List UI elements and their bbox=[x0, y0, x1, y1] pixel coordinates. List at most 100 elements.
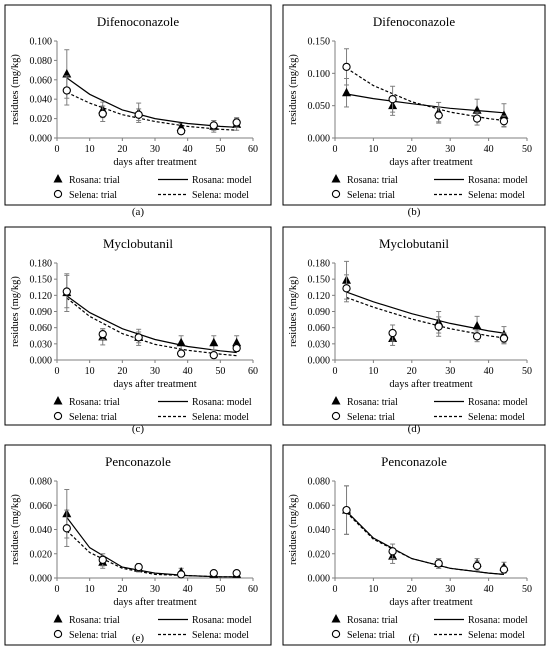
model-line-selena bbox=[346, 67, 505, 122]
legend-rosana-model: Rosana: model bbox=[192, 615, 252, 626]
chart-panel-b: Difenoconazole 0.000 0.050 0.100 0.150 0 10 20 3… bbox=[282, 4, 546, 206]
data-point-circle bbox=[331, 189, 341, 199]
data-point-triangle bbox=[209, 337, 219, 347]
y-tick-label: 0.080 bbox=[30, 56, 53, 67]
x-tick-label: 10 bbox=[85, 366, 95, 377]
legend-selena-trial: Selena: trial bbox=[347, 190, 395, 201]
data-point-circle bbox=[499, 565, 509, 574]
legend-rosana-model: Rosana: model bbox=[468, 397, 528, 408]
chart-panel-c: Myclobutanil 0.000 0.030 0.060 0.090 0.120 0.1… bbox=[4, 226, 272, 426]
legend-rosana-trial: Rosana: trial bbox=[69, 175, 120, 186]
y-tick-label: 0.030 bbox=[30, 339, 53, 350]
y-tick-label: 0.000 bbox=[30, 134, 53, 145]
data-point-circle bbox=[53, 411, 63, 421]
y-axis-label: residues (mg/kg) bbox=[10, 54, 21, 125]
x-tick-label: 10 bbox=[368, 584, 378, 595]
x-axis-label: days after treatment bbox=[113, 379, 196, 390]
data-point-circle bbox=[176, 570, 186, 579]
x-axis-label: days after treatment bbox=[389, 157, 472, 168]
data-point-circle bbox=[98, 329, 107, 339]
x-axis-label: days after treatment bbox=[389, 597, 472, 608]
y-tick-label: 0.000 bbox=[30, 574, 53, 585]
x-tick-label: 40 bbox=[484, 144, 494, 155]
x-tick-label: 20 bbox=[407, 584, 417, 595]
x-tick-label: 20 bbox=[117, 144, 127, 155]
data-point-triangle bbox=[176, 337, 186, 347]
data-point-triangle bbox=[331, 614, 341, 623]
legend-rosana-model: Rosana: model bbox=[192, 175, 252, 186]
x-tick-label: 50 bbox=[215, 144, 225, 155]
chart-title: Penconazole bbox=[381, 454, 447, 469]
y-tick-label: 0.090 bbox=[308, 307, 331, 318]
y-tick-label: 0.040 bbox=[308, 525, 331, 536]
x-tick-label: 30 bbox=[150, 366, 160, 377]
model-line-selena bbox=[66, 530, 237, 578]
x-axis-label: days after treatment bbox=[113, 157, 196, 168]
x-tick-label: 0 bbox=[333, 144, 338, 155]
data-point-circle bbox=[98, 555, 107, 564]
y-tick-label: 0.040 bbox=[30, 95, 53, 106]
x-tick-label: 0 bbox=[333, 584, 338, 595]
data-point-circle bbox=[176, 127, 186, 136]
x-tick-label: 30 bbox=[445, 584, 455, 595]
model-line-rosana bbox=[346, 93, 505, 114]
legend-selena-trial: Selena: trial bbox=[69, 190, 117, 201]
x-tick-label: 30 bbox=[150, 144, 160, 155]
legend-rosana-trial: Rosana: trial bbox=[69, 615, 120, 626]
x-tick-label: 60 bbox=[248, 144, 258, 155]
y-axis-label: residues (mg/kg) bbox=[10, 494, 21, 565]
x-tick-label: 0 bbox=[55, 366, 60, 377]
legend-rosana-trial: Rosana: trial bbox=[347, 397, 398, 408]
panel-frame bbox=[282, 4, 546, 206]
data-point-circle bbox=[342, 284, 351, 293]
data-point-triangle bbox=[53, 174, 63, 183]
data-point-circle bbox=[388, 95, 397, 104]
legend-rosana-model: Rosana: model bbox=[468, 175, 528, 186]
data-point-circle bbox=[388, 547, 397, 556]
data-point-triangle bbox=[472, 321, 482, 330]
chart-title: Difenoconazole bbox=[97, 14, 180, 29]
x-tick-label: 30 bbox=[445, 144, 455, 155]
y-tick-label: 0.100 bbox=[308, 69, 331, 80]
y-axis-label: residues (mg/kg) bbox=[288, 276, 299, 347]
data-point-circle bbox=[499, 117, 509, 126]
model-line-selena bbox=[346, 512, 505, 575]
panel-frame bbox=[282, 444, 546, 646]
data-point-circle bbox=[331, 629, 341, 639]
y-tick-label: 0.060 bbox=[308, 501, 331, 512]
legend-selena-model: Selena: model bbox=[468, 630, 525, 641]
data-point-circle bbox=[342, 505, 351, 515]
data-point-triangle bbox=[331, 396, 341, 405]
model-line-rosana bbox=[66, 77, 237, 128]
legend-selena-trial: Selena: trial bbox=[347, 412, 395, 423]
data-point-circle bbox=[232, 569, 241, 578]
data-point-circle bbox=[472, 114, 482, 123]
y-tick-label: 0.030 bbox=[308, 339, 331, 350]
chart-title: Myclobutanil bbox=[103, 236, 173, 251]
data-point-circle bbox=[434, 559, 443, 568]
legend-selena-model: Selena: model bbox=[468, 412, 525, 423]
data-point-triangle bbox=[499, 110, 509, 119]
legend-rosana-trial: Rosana: trial bbox=[347, 615, 398, 626]
data-point-circle bbox=[388, 328, 397, 338]
x-axis-label: days after treatment bbox=[389, 379, 472, 390]
chart-panel-f: Penconazole 0.000 0.020 0.040 0.060 0.080 0 10 2… bbox=[282, 444, 546, 646]
y-tick-label: 0.090 bbox=[30, 307, 53, 318]
data-point-circle bbox=[53, 629, 63, 639]
model-line-rosana bbox=[66, 295, 237, 354]
panel-caption: (b) bbox=[408, 206, 421, 218]
data-point-circle bbox=[62, 287, 71, 296]
data-point-triangle bbox=[53, 614, 63, 623]
y-tick-label: 0.120 bbox=[308, 291, 331, 302]
data-point-triangle bbox=[342, 87, 352, 97]
x-tick-label: 40 bbox=[183, 366, 193, 377]
x-tick-label: 50 bbox=[522, 144, 532, 155]
model-line-rosana bbox=[346, 291, 505, 334]
x-tick-label: 50 bbox=[215, 366, 225, 377]
data-point-circle bbox=[53, 189, 63, 199]
y-tick-label: 0.180 bbox=[308, 259, 331, 270]
data-point-triangle bbox=[62, 68, 72, 78]
x-tick-label: 20 bbox=[117, 584, 127, 595]
x-tick-label: 20 bbox=[117, 366, 127, 377]
legend-rosana-model: Rosana: model bbox=[192, 397, 252, 408]
